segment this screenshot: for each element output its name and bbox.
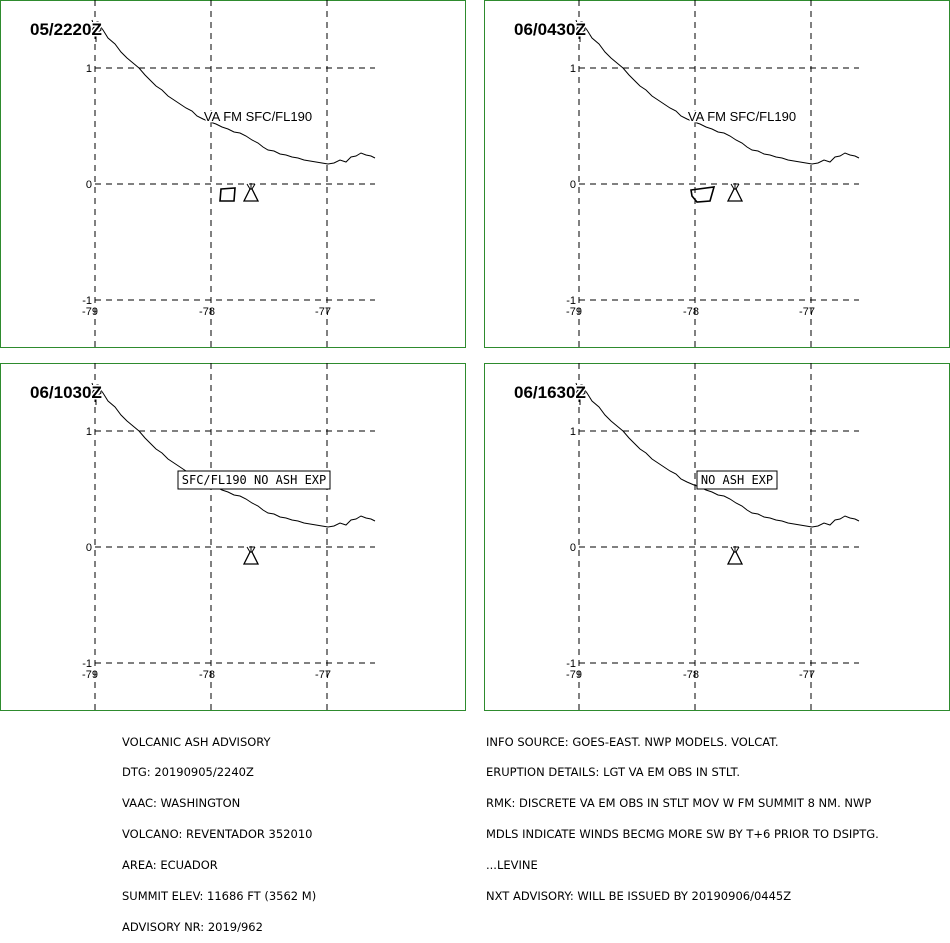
longitude-label: -77 xyxy=(799,669,815,681)
map-frame xyxy=(0,363,466,711)
latitude-label: -1 xyxy=(82,295,92,307)
map-panel-1: 1 0 -1 -79 -78 -77 05/2220Z VA FM SFC/FL190 xyxy=(0,0,466,348)
map-panel-2: 1 0 -1 -79 -78 -77 06/0430Z VA FM SFC/FL190 xyxy=(484,0,950,348)
map-frame xyxy=(484,0,950,348)
latitude-label: 0 xyxy=(570,542,576,554)
advisory-line: ERUPTION DETAILS: LGT VA EM OBS IN STLT. xyxy=(486,765,740,780)
longitude-label: -77 xyxy=(315,306,331,318)
advisory-line: ADVISORY NR: 2019/962 xyxy=(122,919,263,934)
advisory-line: AREA: ECUADOR xyxy=(122,858,218,873)
advisory-line: RMK: DISCRETE VA EM OBS IN STLT MOV W FM… xyxy=(486,796,872,811)
coastline xyxy=(575,384,860,528)
latitude-label: 1 xyxy=(570,63,576,75)
ash-status-label: NO ASH EXP xyxy=(701,473,773,487)
latitude-label: -1 xyxy=(566,658,576,670)
advisory-line: VOLCANIC ASH ADVISORY xyxy=(122,734,271,749)
forecast-time-label: 06/1030Z xyxy=(30,383,102,402)
advisory-info-right: INFO SOURCE: GOES-EAST. NWP MODELS. VOLC… xyxy=(486,716,879,912)
longitude-label: -79 xyxy=(566,669,582,681)
volcano-triangle-icon xyxy=(726,183,744,202)
latitude-label: -1 xyxy=(566,295,576,307)
map-frame xyxy=(0,0,466,348)
map-frame xyxy=(484,363,950,711)
forecast-time-label: 06/0430Z xyxy=(514,20,586,39)
advisory-line: SUMMIT ELEV: 11686 FT (3562 M) xyxy=(122,889,317,904)
forecast-time-label: 06/1630Z xyxy=(514,383,586,402)
map-panel-4: 1 0 -1 -79 -78 -77 06/1630Z NO ASH EXP xyxy=(484,363,950,711)
volcano-triangle-icon xyxy=(242,546,260,565)
volcano-triangle-icon xyxy=(242,183,260,202)
longitude-label: -78 xyxy=(683,669,699,681)
coastline xyxy=(91,21,376,165)
forecast-time-label: 05/2220Z xyxy=(30,20,102,39)
coastline xyxy=(91,384,376,528)
latitude-label: 0 xyxy=(86,542,92,554)
longitude-label: -79 xyxy=(82,669,98,681)
advisory-line: ...LEVINE xyxy=(486,858,538,873)
latitude-label: -1 xyxy=(82,658,92,670)
ash-cloud-label: VA FM SFC/FL190 xyxy=(688,109,796,124)
volcano-triangle-icon xyxy=(726,546,744,565)
ash-status-box: NO ASH EXP xyxy=(696,470,778,490)
longitude-label: -78 xyxy=(683,306,699,318)
latitude-label: 1 xyxy=(86,426,92,438)
advisory-line: INFO SOURCE: GOES-EAST. NWP MODELS. VOLC… xyxy=(486,734,779,749)
latitude-label: 1 xyxy=(570,426,576,438)
advisory-line: VAAC: WASHINGTON xyxy=(122,796,241,811)
advisory-line: NXT ADVISORY: WILL BE ISSUED BY 20190906… xyxy=(486,889,792,904)
ash-status-label: SFC/FL190 NO ASH EXP xyxy=(182,473,327,487)
longitude-label: -78 xyxy=(199,669,215,681)
longitude-label: -77 xyxy=(315,669,331,681)
advisory-line: DTG: 20190905/2240Z xyxy=(122,765,254,780)
map-panel-3: 1 0 -1 -79 -78 -77 06/1030Z SFC/FL190 NO ASH EX… xyxy=(0,363,466,711)
coastline xyxy=(575,21,860,165)
longitude-label: -78 xyxy=(199,306,215,318)
longitude-label: -79 xyxy=(82,306,98,318)
longitude-label: -79 xyxy=(566,306,582,318)
advisory-line: VOLCANO: REVENTADOR 352010 xyxy=(122,827,313,842)
advisory-line: MDLS INDICATE WINDS BECMG MORE SW BY T+6… xyxy=(486,827,879,842)
ash-status-box: SFC/FL190 NO ASH EXP xyxy=(177,470,331,490)
ash-cloud-label: VA FM SFC/FL190 xyxy=(204,109,312,124)
advisory-info-left: VOLCANIC ASH ADVISORY DTG: 20190905/2240… xyxy=(122,716,316,943)
latitude-label: 0 xyxy=(570,179,576,191)
latitude-label: 1 xyxy=(86,63,92,75)
latitude-label: 0 xyxy=(86,179,92,191)
ash-cloud-polygon xyxy=(219,187,236,202)
longitude-label: -77 xyxy=(799,306,815,318)
ash-cloud-polygon xyxy=(690,186,716,203)
